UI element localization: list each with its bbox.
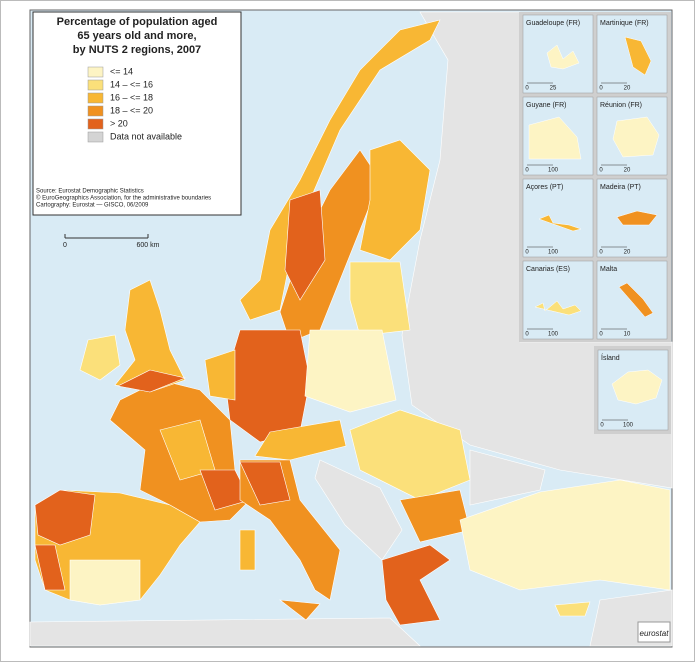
scale-label: 600 km [137,242,160,249]
inset-scale-label: 25 [550,86,557,92]
logo-text: eurostat [640,629,670,638]
logo-box [637,621,671,643]
inset-region [624,36,652,76]
inset-name: Martinique (FR) [600,20,649,27]
inset-region [546,44,580,70]
inset-scale-label: 20 [624,168,631,174]
source-line: Cartography: Eurostat — GISCO, 06/2009 [36,203,149,209]
title-line: Percentage of population aged [57,16,218,28]
inset-scale-label: 20 [624,86,631,92]
region [69,559,141,606]
region [34,489,96,546]
legend-swatch [87,66,104,78]
inset-scale-label: 100 [548,168,559,174]
legend-label: 14 – <= 16 [110,79,153,89]
legend-swatch [87,79,104,91]
title-box-frame [32,11,242,216]
inset-scale-label: 10 [624,332,631,338]
inset-scale-label: 100 [623,423,634,429]
inset-name: Guadeloupe (FR) [526,20,580,27]
inset-region [618,282,654,318]
scale-label: 0 [63,242,67,249]
inset-name: Ísland [601,353,620,362]
title-line: 65 years old and more, [77,30,196,42]
title-line: by NUTS 2 regions, 2007 [73,44,201,56]
region [239,461,291,506]
inset-name: Malta [600,266,617,273]
inset-scale-label: 0 [525,332,529,338]
legend-label: <= 14 [110,66,133,76]
inset-name: Canarias (ES) [526,266,570,273]
inset-scale-label: 0 [599,168,603,174]
title-box: Percentage of population aged 65 years ol… [32,11,242,216]
source-line: Source: Eurostat Demographic Statistics [36,189,144,195]
inset-cell [522,260,594,340]
region [239,529,256,571]
inset-region [611,369,663,405]
inset-region [538,214,582,232]
source-line: © EuroGeographics Association, for the a… [36,195,211,202]
region [349,261,411,337]
eu-regions [34,19,671,626]
inset-region [616,210,658,226]
inset-region [528,116,582,160]
legend-swatch [87,92,104,104]
region [114,279,186,393]
region [381,544,451,626]
region [554,601,591,617]
inset-name: Réunion (FR) [600,102,642,109]
region [349,409,471,501]
legend-swatch [87,105,104,117]
legend-label: 16 – <= 18 [110,92,153,102]
inset-scale-label: 0 [599,86,603,92]
region [278,599,321,621]
region [117,369,187,393]
inset-scale-label: 100 [548,332,559,338]
region [34,544,66,591]
logo: eurostat [637,621,671,643]
region [359,139,431,261]
inset-scale-label: 0 [599,332,603,338]
inset-scale-label: 100 [548,250,559,256]
region [284,189,326,301]
insets: Guadeloupe (FR) 0 25 Martinique (FR) 0 20 Guya… [519,12,671,434]
legend-label: > 20 [110,118,128,128]
scale-bar: 0 600 km [63,234,160,249]
region [79,334,121,381]
inset-scale-label: 0 [525,168,529,174]
region [224,329,311,443]
inset-scale-label: 0 [600,423,604,429]
inset-name: Guyane (FR) [526,102,566,109]
legend-label: Data not available [110,131,182,141]
inset-scale-label: 0 [599,250,603,256]
legend-label: 18 – <= 20 [110,105,153,115]
legend-swatch [87,131,104,143]
inset-region [534,300,582,316]
region [204,349,236,401]
inset-cell [522,178,594,258]
inset-scale-label: 0 [525,86,529,92]
legend-swatch [87,118,104,130]
region [459,479,671,591]
inset-scale-label: 20 [624,250,631,256]
region [304,329,397,413]
inset-name: Madeira (PT) [600,184,641,191]
inset-name: Açores (PT) [526,184,563,191]
region [254,419,347,461]
inset-region [612,116,660,158]
inset-scale-label: 0 [525,250,529,256]
